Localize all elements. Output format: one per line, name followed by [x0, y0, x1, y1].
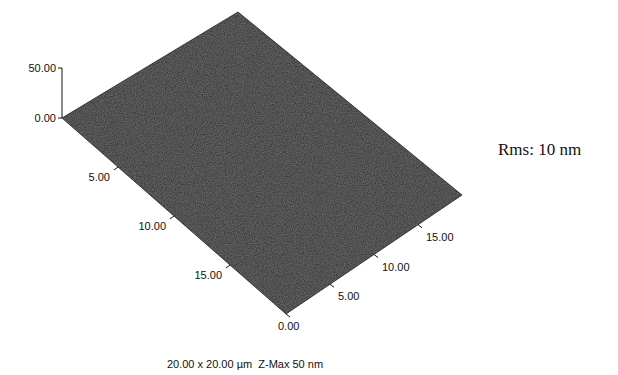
x-tick — [226, 265, 230, 268]
y-tick-label: 15.00 — [426, 231, 454, 243]
y-tick-label: 0.00 — [278, 320, 299, 332]
z-tick-label: 50.00 — [28, 62, 56, 74]
x-tick-label: 5.00 — [89, 171, 110, 183]
surface-edge — [62, 12, 462, 314]
y-tick — [418, 225, 422, 228]
y-tick — [286, 314, 290, 317]
surface — [62, 12, 462, 314]
caption: 20.00 x 20.00 µm Z-Max 50 nm — [167, 358, 323, 370]
x-tick-label: 10.00 — [138, 220, 166, 232]
annotation: Rms: 10 nm — [498, 140, 581, 159]
y-tick — [330, 284, 334, 287]
z-tick — [58, 68, 62, 69]
y-tick-label: 5.00 — [338, 290, 359, 302]
y-tick-label: 10.00 — [382, 261, 410, 273]
x-tick-label: 15.00 — [194, 269, 222, 281]
chart: 0.00 50.00 5.00 10.00 15.00 0.00 5.00 10.00 15.0… — [0, 0, 618, 375]
x-tick — [114, 167, 118, 170]
z-axis — [62, 68, 63, 118]
x-tick — [170, 216, 174, 219]
z-tick-label: 0.00 — [35, 112, 56, 124]
y-tick — [374, 255, 378, 258]
z-tick — [58, 118, 62, 119]
